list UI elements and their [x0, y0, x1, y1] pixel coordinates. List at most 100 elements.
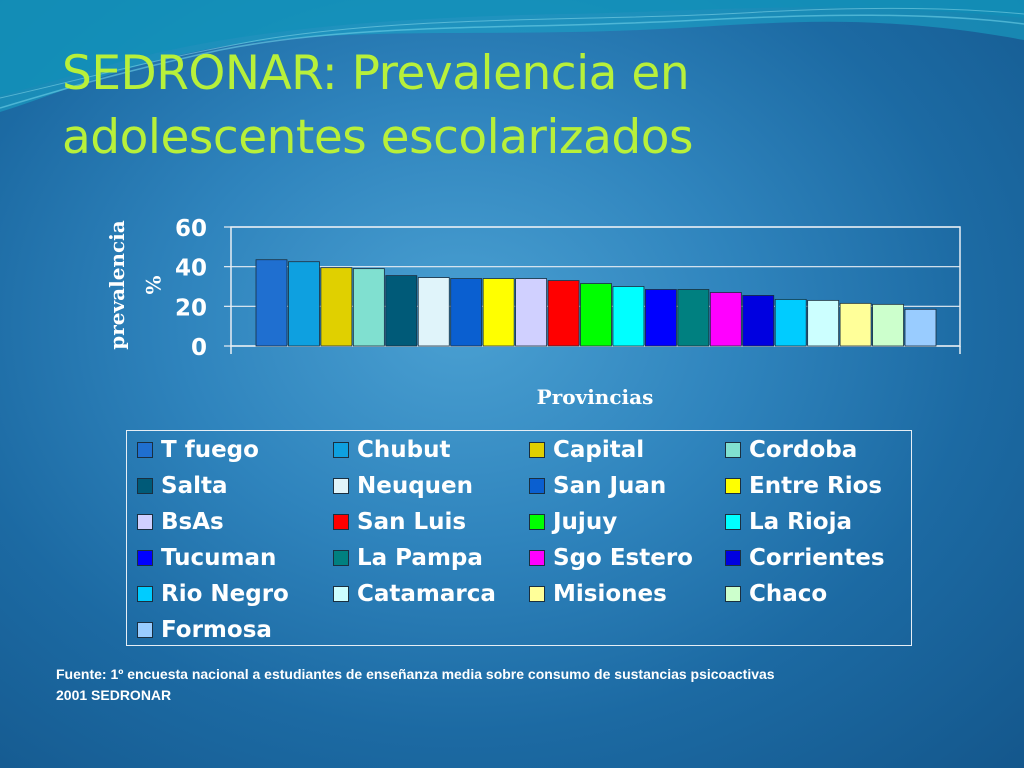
source-line-2: 2001 SEDRONAR — [56, 687, 172, 703]
bar-corrientes — [742, 295, 775, 347]
slide-title-line-2: adolescentes escolarizados — [62, 110, 693, 165]
bar-chubut — [288, 261, 320, 347]
legend-item-tucuman: Tucuman — [137, 541, 276, 575]
legend-label: La Pampa — [357, 545, 483, 571]
legend-label: Cordoba — [749, 437, 858, 463]
y-tick-label: 60 — [175, 216, 207, 242]
bar-san-juan — [450, 278, 483, 347]
legend-swatch — [725, 514, 741, 530]
bar-misiones — [839, 302, 872, 347]
slide-title-line-1: SEDRONAR: Prevalencia en — [62, 46, 690, 101]
legend-item-bsas: BsAs — [137, 505, 224, 539]
legend-label: Formosa — [161, 617, 272, 643]
legend-label: San Luis — [357, 509, 467, 535]
bars — [255, 259, 937, 347]
legend-label: Capital — [553, 437, 645, 463]
legend-swatch — [137, 478, 153, 494]
legend-item-salta: Salta — [137, 469, 227, 503]
legend-item-formosa: Formosa — [137, 613, 272, 647]
legend-label: Entre Rios — [749, 473, 883, 499]
bar-chaco — [872, 303, 904, 347]
legend-label: Jujuy — [553, 509, 618, 535]
legend-item-jujuy: Jujuy — [529, 505, 617, 539]
legend-label: T fuego — [161, 437, 259, 463]
legend-swatch — [725, 442, 741, 458]
y-tick-labels: 0 20 40 60 — [175, 216, 207, 361]
bar-rio-negro — [774, 298, 807, 347]
source-line-1: Fuente: 1º encuesta nacional a estudiant… — [56, 666, 775, 682]
legend-swatch — [137, 622, 153, 638]
y-tick-label: 20 — [175, 295, 207, 321]
legend-item-chaco: Chaco — [725, 577, 827, 611]
legend-item-capital: Capital — [529, 433, 644, 467]
legend-swatch — [333, 586, 349, 602]
legend-item-san-juan: San Juan — [529, 469, 666, 503]
legend-swatch — [137, 514, 153, 530]
legend-swatch — [529, 478, 545, 494]
legend-item-chubut: Chubut — [333, 433, 450, 467]
legend-swatch — [333, 514, 349, 530]
legend-swatch — [137, 550, 153, 566]
legend-swatch — [333, 478, 349, 494]
legend-swatch — [529, 514, 545, 530]
legend-swatch — [529, 442, 545, 458]
x-axis-label: Provincias — [537, 385, 654, 409]
legend-label: Neuquen — [357, 473, 474, 499]
legend-label: La Rioja — [749, 509, 852, 535]
bar-capital — [320, 267, 353, 347]
bar-catamarca — [807, 299, 840, 347]
bar-la-pampa — [677, 289, 710, 347]
bar-formosa — [904, 308, 937, 347]
legend-label: Rio Negro — [161, 581, 289, 607]
legend-item-entre-rios: Entre Rios — [725, 469, 882, 503]
y-tick-label: 40 — [175, 256, 207, 282]
legend-swatch — [725, 586, 741, 602]
bar-jujuy — [580, 283, 612, 347]
legend-item-la-rioja: La Rioja — [725, 505, 852, 539]
bar-san-luis — [547, 280, 580, 347]
legend-swatch — [333, 550, 349, 566]
legend-label: Corrientes — [749, 545, 885, 571]
legend-label: Catamarca — [357, 581, 496, 607]
wave-decoration — [0, 0, 1024, 112]
legend-label: Tucuman — [161, 545, 277, 571]
bar-tucuman — [645, 289, 677, 347]
legend-item-misiones: Misiones — [529, 577, 667, 611]
legend-swatch — [725, 478, 741, 494]
legend-label: BsAs — [161, 509, 224, 535]
legend-label: Sgo Estero — [553, 545, 693, 571]
legend-swatch — [137, 586, 153, 602]
legend-swatch — [333, 442, 349, 458]
legend-item-catamarca: Catamarca — [333, 577, 496, 611]
legend-label: San Juan — [553, 473, 667, 499]
legend-item-rio-negro: Rio Negro — [137, 577, 289, 611]
bar-bsas — [515, 278, 547, 347]
legend-label: Salta — [161, 473, 228, 499]
legend-item-san-luis: San Luis — [333, 505, 466, 539]
legend-label: Chubut — [357, 437, 451, 463]
y-axis-label-line-2: % — [141, 275, 165, 294]
legend-swatch — [529, 586, 545, 602]
source-note: Fuente: 1º encuesta nacional a estudiant… — [56, 664, 976, 706]
legend-swatch — [725, 550, 741, 566]
legend-label: Chaco — [749, 581, 828, 607]
bar-entre-rios — [482, 278, 515, 347]
bar-neuquen — [417, 277, 450, 347]
bar-salta — [385, 275, 418, 347]
legend-item-corrientes: Corrientes — [725, 541, 885, 575]
y-axis-label-line-1: prevalencia — [105, 220, 129, 349]
legend-label: Misiones — [553, 581, 667, 607]
bar-la-rioja — [612, 286, 645, 347]
legend-item-neuquen: Neuquen — [333, 469, 473, 503]
bar-t-fuego — [255, 259, 288, 347]
legend-item-sgo-estero: Sgo Estero — [529, 541, 693, 575]
legend-item-cordoba: Cordoba — [725, 433, 857, 467]
legend-item-t-fuego: T fuego — [137, 433, 259, 467]
legend-swatch — [137, 442, 153, 458]
y-tick-label: 0 — [191, 335, 207, 361]
bar-sgo-estero — [709, 292, 742, 347]
legend-item-la-pampa: La Pampa — [333, 541, 483, 575]
slide-title: SEDRONAR: Prevalencia en adolescentes es… — [62, 42, 962, 170]
legend-swatch — [529, 550, 545, 566]
